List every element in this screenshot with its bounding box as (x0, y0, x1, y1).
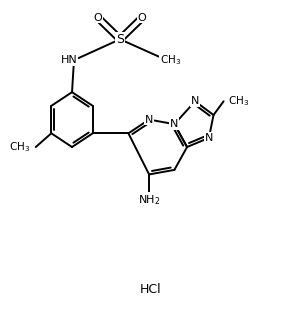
Text: S: S (116, 33, 124, 46)
Text: HCl: HCl (139, 283, 161, 296)
Text: CH$_3$: CH$_3$ (228, 94, 249, 108)
Text: O: O (138, 13, 147, 23)
Text: N: N (145, 114, 153, 125)
Text: NH$_2$: NH$_2$ (138, 193, 160, 207)
Text: N: N (191, 96, 199, 106)
Text: N: N (205, 133, 213, 143)
Text: CH$_3$: CH$_3$ (160, 53, 181, 67)
Text: CH$_3$: CH$_3$ (10, 140, 31, 154)
Text: N: N (170, 119, 179, 129)
Text: HN: HN (61, 55, 77, 65)
Text: O: O (94, 13, 102, 23)
